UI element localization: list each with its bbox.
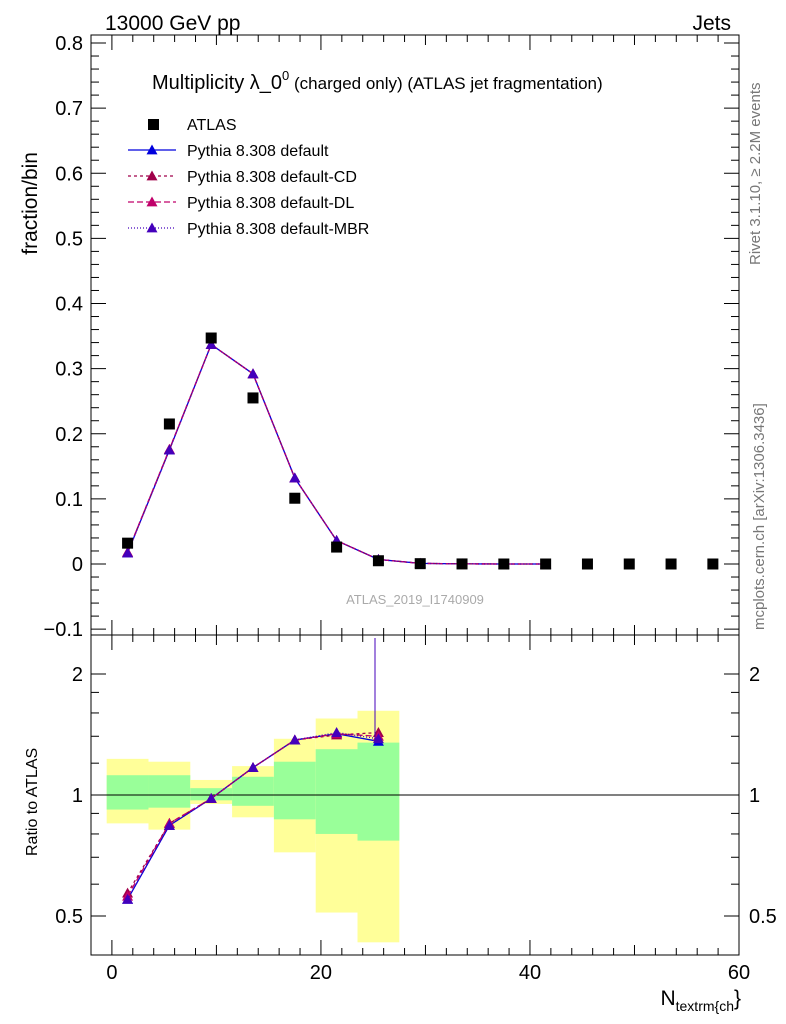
x-axis-label-subscript: textrm{ch (676, 998, 734, 1014)
main-title-suffix: (charged only) (ATLAS jet fragmentation) (289, 74, 602, 93)
ratio-ytick-label-right: 1 (749, 785, 760, 807)
ratio-xtick-label: 0 (106, 962, 117, 984)
ratio-series-marker (372, 733, 384, 744)
main-ytick-label: 0.6 (55, 163, 83, 185)
ratio-band-inner (315, 749, 358, 834)
main-data-points (122, 332, 719, 570)
atlas-data-point (707, 558, 719, 570)
legend-label-default-dl: Pythia 8.308 default-DL (187, 195, 354, 212)
main-series-line (126, 343, 546, 565)
atlas-data-point (498, 558, 510, 570)
ratio-ytick-label: 1 (72, 785, 83, 807)
atlas-data-point (331, 541, 343, 553)
main-y-ticks (91, 35, 740, 635)
main-series-marker (247, 368, 259, 379)
ratio-xtick-label: 60 (728, 962, 750, 984)
ratio-xtick-label: 20 (310, 962, 332, 984)
ratio-tick-labels: 0.5 0.51 12 20 20 40 60 (55, 664, 777, 984)
main-series-layer (122, 339, 552, 569)
main-series-marker (205, 339, 217, 349)
ratio-series-marker (163, 819, 175, 830)
main-y-tick-labels: −0.1 0 0.1 0.2 0.3 0.4 0.5 0.6 0.7 0.8 (44, 33, 83, 641)
legend-label-default-cd: Pythia 8.308 default-CD (187, 169, 357, 186)
legend: ATLAS Pythia 8.308 default Pythia 8.308 … (128, 117, 369, 238)
ratio-ytick-label-right: 2 (749, 664, 760, 686)
main-ytick-label: 0 (72, 554, 83, 576)
ratio-xtick-label: 40 (519, 962, 541, 984)
ratio-series-marker (289, 734, 301, 745)
atlas-data-point (665, 558, 677, 570)
ratio-series-layer (122, 727, 384, 904)
main-ylabel: fraction/bin (19, 152, 42, 255)
x-axis-label: Ntextrm{ch} (660, 987, 741, 1014)
legend-label-atlas: ATLAS (187, 117, 237, 134)
main-ytick-label: 0.3 (55, 359, 83, 381)
legend-label-default-mbr: Pythia 8.308 default-MBR (187, 221, 369, 238)
main-series-marker (289, 472, 301, 483)
atlas-data-point (623, 558, 635, 570)
atlas-data-point (205, 332, 217, 344)
ratio-band-inner (106, 775, 149, 810)
main-ytick-label: 0.7 (55, 98, 83, 120)
header-analysis-label: Jets (692, 12, 731, 35)
atlas-data-point (372, 555, 384, 567)
legend-marker (146, 196, 158, 207)
ratio-band-inner (273, 761, 316, 820)
atlas-data-point (289, 492, 301, 504)
main-title: Multiplicity λ_00 (charged only) (ATLAS … (152, 68, 603, 94)
atlas-data-point (456, 558, 468, 570)
ratio-band-inner (232, 776, 274, 806)
legend-label-default: Pythia 8.308 default (187, 143, 329, 160)
main-ytick-label: −0.1 (44, 619, 83, 641)
main-ytick-label: 0.8 (55, 33, 83, 55)
main-ytick-label: 0.4 (55, 294, 83, 316)
legend-marker (146, 170, 158, 181)
ratio-series-marker (122, 893, 134, 904)
x-axis-label-tail: } (734, 987, 741, 1010)
legend-marker (146, 222, 158, 233)
main-ytick-label: 0.2 (55, 424, 83, 446)
atlas-data-point (540, 558, 552, 570)
main-series-line (126, 343, 546, 565)
ratio-ticks (91, 635, 740, 955)
analysis-watermark: ATLAS_2019_I1740909 (346, 592, 484, 607)
side-rivet-label: Rivet 3.1.10, ≥ 2.2M events (747, 83, 764, 266)
ratio-band-inner (148, 775, 191, 808)
atlas-data-point (581, 558, 593, 570)
main-title-superscript: 0 (282, 68, 289, 83)
atlas-data-point (122, 537, 134, 549)
main-series-line (126, 343, 546, 565)
main-series-line (126, 343, 546, 565)
ratio-ytick-label: 2 (72, 664, 83, 686)
main-series-marker (163, 444, 175, 455)
main-ytick-label: 0.5 (55, 228, 83, 250)
atlas-data-point (247, 392, 259, 404)
ratio-series-marker (247, 762, 259, 772)
header-beam-label: 13000 GeV pp (105, 12, 240, 35)
main-series-marker (122, 547, 134, 558)
ratio-band-inner (357, 742, 400, 841)
ratio-uncertainty-bands (106, 710, 400, 943)
ratio-ytick-label-right: 0.5 (749, 906, 777, 928)
ratio-series-marker (205, 793, 217, 803)
atlas-data-point (414, 558, 426, 570)
ratio-ylabel: Ratio to ATLAS (24, 748, 41, 856)
legend-marker-atlas (148, 119, 159, 130)
ratio-series-marker (331, 727, 343, 737)
atlas-data-point (163, 418, 175, 430)
ratio-ytick-label: 0.5 (55, 906, 83, 928)
main-ytick-label: 0.1 (55, 489, 83, 511)
x-axis-label-main: N (660, 987, 675, 1010)
main-title-text: Multiplicity λ_0 (152, 72, 282, 94)
side-mcplots-label: mcplots.cern.ch [arXiv:1306.3436] (751, 403, 768, 630)
legend-marker (146, 144, 158, 155)
